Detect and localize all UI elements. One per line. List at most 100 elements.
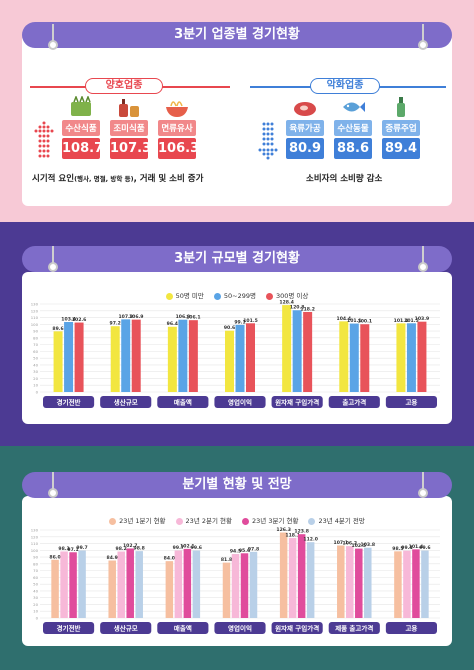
data-label: 103.4	[61, 317, 76, 323]
tick-label: 100	[31, 322, 39, 327]
category-pill	[385, 622, 437, 634]
bar	[235, 324, 245, 392]
data-label: 99.4	[401, 545, 412, 551]
data-label: 103.8	[361, 542, 376, 548]
category-pill	[214, 396, 266, 408]
data-label: 107.3	[118, 314, 133, 320]
data-label: 90.6	[224, 325, 235, 331]
category-label: 출고가격	[342, 398, 366, 407]
data-label: 96.4	[167, 321, 178, 327]
ring-left-2	[48, 246, 58, 272]
data-label: 103.9	[415, 316, 430, 322]
bad-label: 악화업종	[310, 78, 380, 94]
category-label: 매출액	[174, 624, 192, 633]
bar	[192, 550, 201, 618]
ring-right-3	[418, 472, 428, 498]
indicator-card: 증류주업 89.4	[382, 96, 420, 159]
bar	[279, 532, 288, 618]
data-label: 98.5	[392, 546, 403, 552]
data-label: 100.1	[358, 319, 373, 325]
data-label: 128.4	[279, 300, 294, 306]
data-label: 106.1	[186, 315, 201, 321]
category-pill	[100, 622, 152, 634]
data-label: 99.1	[234, 319, 245, 325]
down-arrow-icon	[258, 122, 278, 160]
noodle-bowl-icon	[166, 101, 188, 117]
bar	[403, 550, 411, 618]
indicator-card: 면류유사 106.3	[158, 96, 199, 159]
bar	[60, 551, 68, 618]
bar	[110, 326, 120, 392]
bar	[246, 323, 255, 392]
legend-entry: 23년 2분기 현황	[175, 515, 232, 525]
data-label: 84.9	[107, 555, 118, 561]
bar	[188, 320, 198, 392]
tick-label: 40	[33, 588, 38, 593]
indicator-card: 수산식품 108.7	[62, 94, 103, 159]
category-pill	[100, 396, 152, 408]
legend-entry: 23년 3분기 현황	[242, 515, 298, 525]
size-chart: 010203040506070809010011012013089.6103.4…	[31, 300, 440, 408]
indicator-value: 89.4	[382, 138, 420, 159]
indicator-card: 조미식품 107.3	[110, 96, 151, 159]
data-label: 101.5	[243, 318, 258, 324]
category-label: 원자재 구입가격	[275, 624, 319, 633]
bar	[53, 331, 63, 392]
category-label: 생산규모	[114, 398, 138, 407]
data-label: 106.9	[129, 314, 144, 320]
tick-label: 90	[33, 555, 38, 560]
data-label: 104.4	[337, 316, 352, 322]
category-label: 영업이익	[228, 624, 252, 633]
tick-label: 20	[33, 376, 38, 381]
data-label: 99.7	[76, 545, 87, 551]
category-pill	[385, 396, 437, 408]
indicator-name: 수산식품	[62, 120, 100, 136]
bar	[406, 323, 416, 392]
data-label: 102.5	[352, 543, 367, 549]
bar	[121, 319, 131, 392]
bar	[364, 547, 372, 618]
tick-label: 60	[33, 349, 38, 354]
bar	[69, 552, 77, 618]
data-label: 123.8	[294, 529, 309, 535]
data-label: 102.1	[180, 543, 195, 549]
data-label: 97.2	[110, 321, 121, 327]
tick-label: 0	[36, 616, 39, 621]
chart2-legend: 23년 1분기 현황 23년 2분기 현황 23년 3분기 현황 23년 4분기 전망	[22, 515, 452, 525]
data-label: 120.8	[290, 305, 305, 311]
bar	[231, 554, 240, 618]
category-label: 원자재 구입가격	[275, 398, 319, 407]
category-label: 매출액	[174, 398, 192, 407]
tick-label: 10	[33, 383, 38, 388]
data-label: 84.0	[164, 556, 175, 562]
tick-label: 50	[33, 356, 38, 361]
section2-title: 3분기 규모별 경기현황	[22, 246, 452, 272]
category-pill	[328, 622, 380, 634]
meat-icon	[294, 102, 316, 116]
tick-label: 130	[31, 302, 39, 307]
category-pill	[43, 622, 95, 634]
tick-label: 70	[33, 342, 38, 347]
bar	[417, 321, 427, 392]
bar	[165, 561, 174, 618]
data-label: 126.3	[276, 527, 291, 533]
tick-label: 130	[31, 528, 39, 533]
data-label: 81.8	[221, 557, 232, 563]
bar	[349, 323, 359, 392]
bar	[64, 322, 74, 392]
indicator-value: 88.6	[334, 138, 372, 159]
bad-note: 소비자의 소비량 감소	[306, 174, 383, 184]
up-arrow-icon	[34, 121, 54, 158]
bar	[412, 549, 420, 618]
bar	[355, 548, 363, 618]
tick-label: 120	[31, 308, 39, 313]
tick-label: 10	[33, 609, 38, 614]
bar	[135, 551, 143, 618]
bar	[178, 319, 188, 392]
section3-title: 분기별 현황 및 전망	[22, 472, 452, 498]
category-pill	[214, 622, 266, 634]
bar	[131, 319, 141, 392]
data-label: 106.8	[176, 314, 191, 320]
legend-entry: 23년 4분기 전망	[308, 515, 365, 525]
indicator-name: 육류가공	[286, 120, 324, 136]
